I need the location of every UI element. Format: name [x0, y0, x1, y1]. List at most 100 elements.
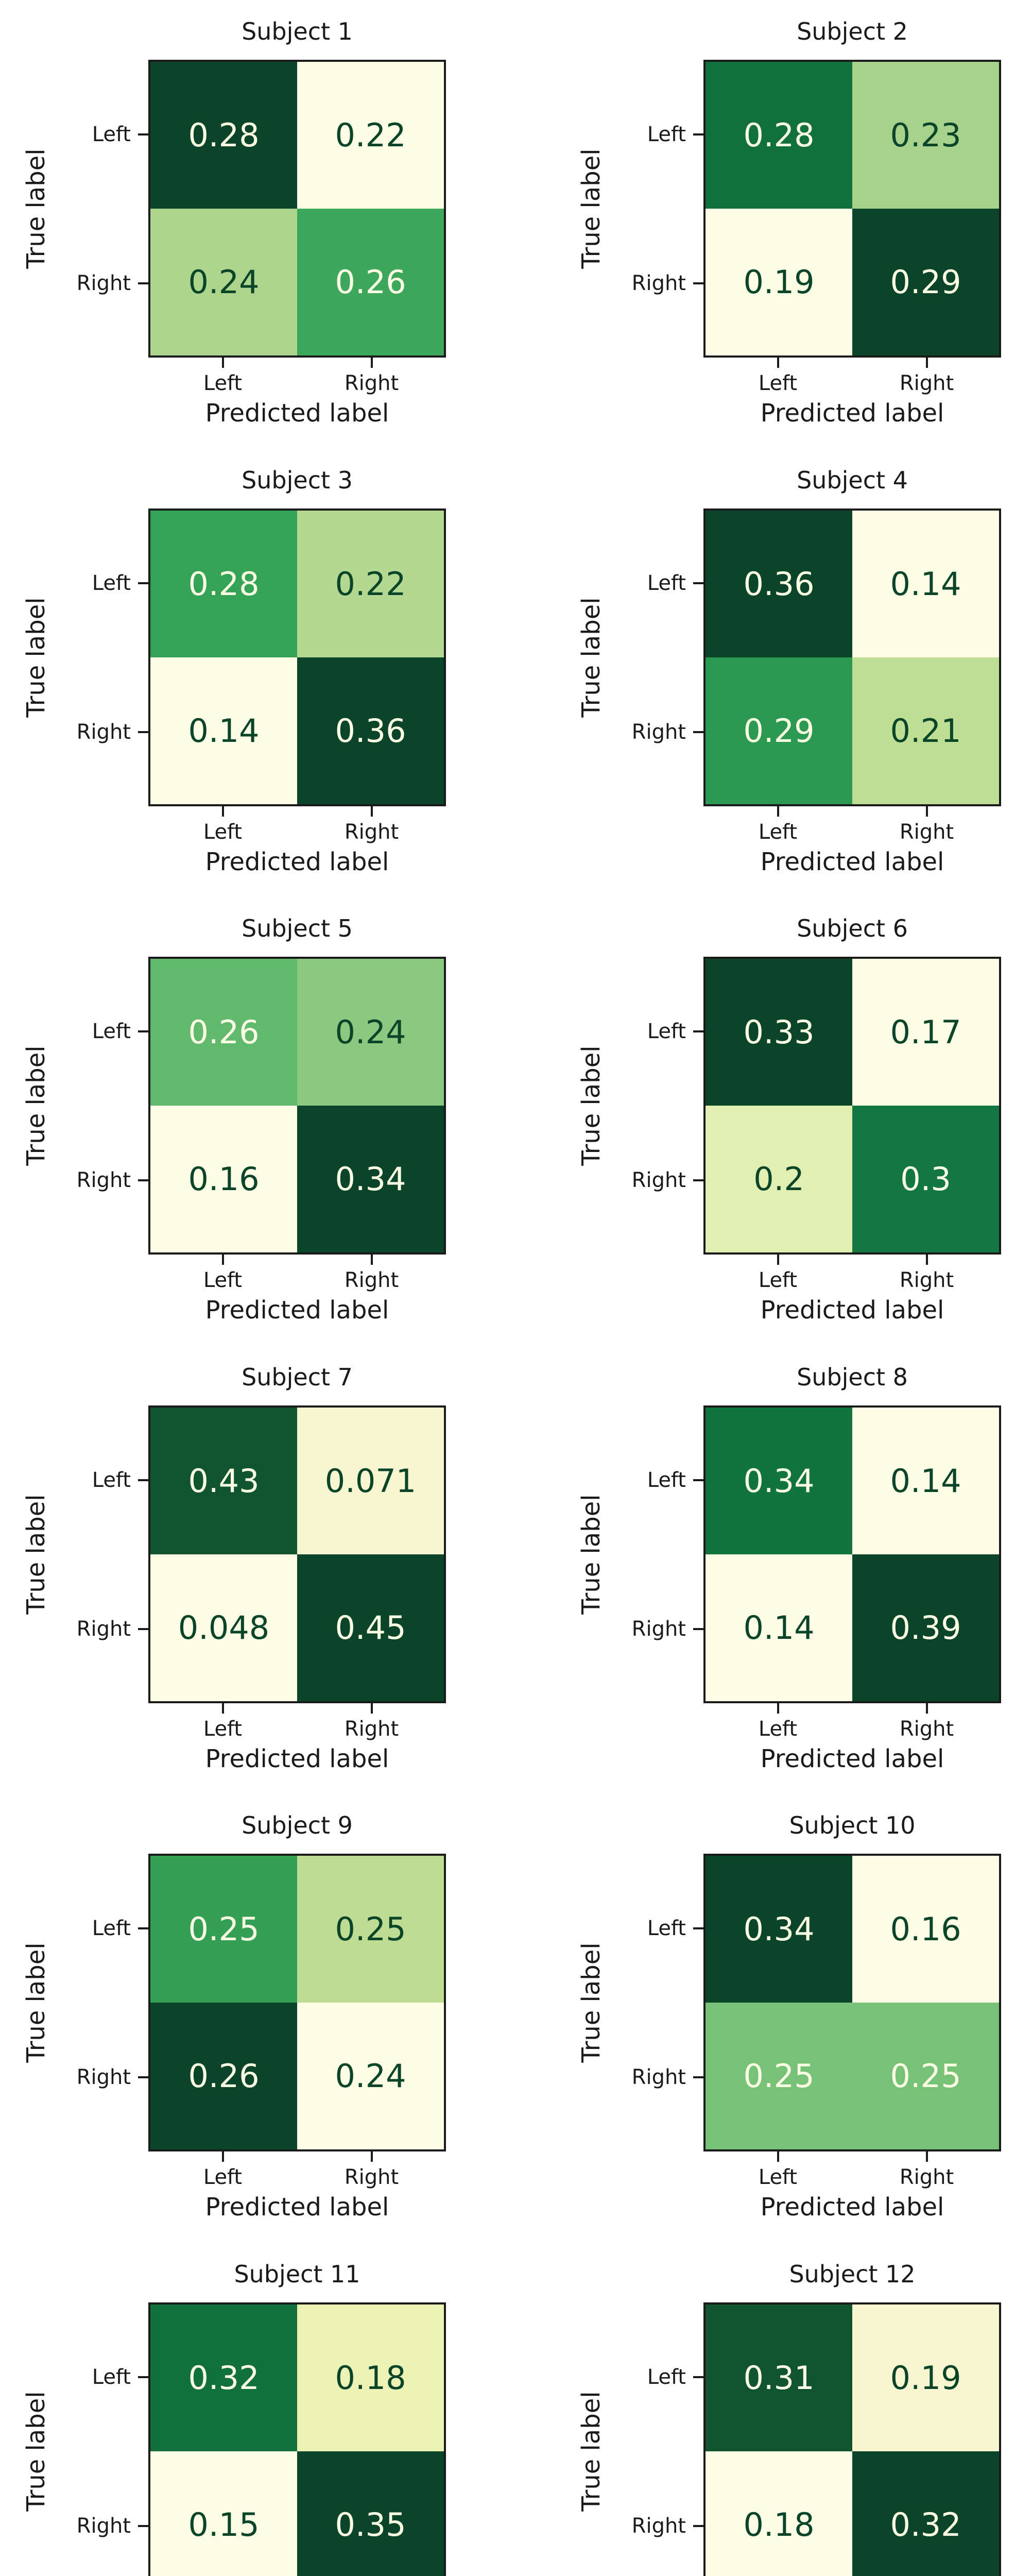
- cell-value: 0.24: [335, 2057, 406, 2095]
- cell-value: 0.25: [890, 2057, 961, 2095]
- plot-title: Subject 1: [242, 18, 353, 45]
- y-tick-label-left: Left: [647, 1019, 686, 1043]
- x-tick-mark: [221, 2151, 224, 2162]
- cell-value: 0.26: [188, 2057, 260, 2095]
- plot-title: Subject 12: [789, 2260, 916, 2288]
- x-tick-mark: [221, 358, 224, 368]
- y-tick-mark: [693, 1628, 703, 1630]
- y-axis-label: True label: [577, 597, 606, 718]
- y-axis-label: True label: [577, 2391, 606, 2512]
- cell-value: 0.14: [890, 1462, 961, 1500]
- y-tick-mark: [138, 582, 148, 584]
- matrix-cell: 0.23: [852, 62, 999, 209]
- x-axis-label: Predicted label: [760, 399, 944, 428]
- x-tick-label-right: Right: [344, 1268, 399, 1292]
- cell-value: 0.14: [743, 1608, 815, 1647]
- x-axis-label: Predicted label: [205, 1296, 389, 1325]
- cell-value: 0.31: [743, 2359, 815, 2397]
- y-tick-mark: [693, 2376, 703, 2378]
- cell-value: 0.34: [743, 1910, 815, 1948]
- confusion-matrix: 0.28 0.22 0.24 0.26: [148, 60, 446, 358]
- y-tick-mark: [138, 1927, 148, 1929]
- y-tick-mark: [693, 1030, 703, 1032]
- matrix-cell: 0.36: [297, 657, 444, 804]
- cell-value: 0.071: [324, 1462, 417, 1500]
- x-tick-mark: [777, 806, 779, 817]
- x-tick-mark: [925, 1703, 928, 1714]
- x-tick-label-right: Right: [344, 820, 399, 844]
- matrix-cell: 0.34: [706, 1408, 852, 1554]
- y-tick-mark: [138, 2076, 148, 2078]
- y-tick-mark: [693, 2076, 703, 2078]
- y-tick-label-right: Right: [76, 1168, 131, 1192]
- y-tick-mark: [693, 582, 703, 584]
- subplot-subject-11: Subject 11 True label 0.32 0.18 0.15 0.35 Left…: [0, 2243, 516, 2576]
- y-tick-label-right: Right: [631, 1617, 686, 1641]
- y-tick-label-left: Left: [92, 2365, 131, 2389]
- x-tick-label-right: Right: [344, 371, 399, 395]
- x-tick-label-left: Left: [203, 371, 243, 395]
- x-tick-label-left: Left: [758, 1717, 798, 1741]
- y-axis-label: True label: [22, 1494, 50, 1615]
- y-tick-mark: [693, 1927, 703, 1929]
- confusion-matrix: 0.34 0.14 0.14 0.39: [703, 1405, 1001, 1703]
- y-tick-mark: [138, 133, 148, 135]
- matrix-cell: 0.21: [852, 657, 999, 804]
- x-tick-mark: [925, 2151, 928, 2162]
- cell-value: 0.29: [890, 263, 961, 301]
- cell-value: 0.25: [188, 1910, 260, 1948]
- x-tick-label-left: Left: [203, 2165, 243, 2189]
- subplot-subject-4: Subject 4 True label 0.36 0.14 0.29 0.21 Left R…: [555, 449, 1032, 897]
- x-tick-label-right: Right: [899, 371, 954, 395]
- cell-value: 0.18: [743, 2505, 815, 2544]
- cell-value: 0.2: [753, 1160, 804, 1198]
- x-tick-label-left: Left: [203, 820, 243, 844]
- cell-value: 0.16: [188, 1160, 260, 1198]
- matrix-cell: 0.19: [706, 209, 852, 355]
- matrix-cell: 0.15: [150, 2451, 297, 2576]
- x-tick-mark: [370, 1703, 373, 1714]
- matrix-cell: 0.32: [852, 2451, 999, 2576]
- y-axis-label: True label: [22, 148, 50, 269]
- x-tick-mark: [221, 1703, 224, 1714]
- matrix-cell: 0.25: [297, 1856, 444, 2003]
- confusion-matrix: 0.25 0.25 0.26 0.24: [148, 1854, 446, 2151]
- plot-title: Subject 8: [797, 1363, 908, 1391]
- plot-title: Subject 2: [797, 18, 908, 45]
- x-tick-label-right: Right: [899, 820, 954, 844]
- matrix-cell: 0.28: [150, 511, 297, 657]
- matrix-cell: 0.18: [297, 2304, 444, 2451]
- y-tick-mark: [693, 1179, 703, 1181]
- y-tick-mark: [138, 731, 148, 733]
- cell-value: 0.15: [188, 2505, 260, 2544]
- x-tick-label-right: Right: [344, 1717, 399, 1741]
- x-axis-label: Predicted label: [205, 399, 389, 428]
- cell-value: 0.25: [743, 2057, 815, 2095]
- x-tick-mark: [777, 358, 779, 368]
- cell-value: 0.16: [890, 1910, 961, 1948]
- matrix-cell: 0.25: [150, 1856, 297, 2003]
- y-axis-label: True label: [577, 1045, 606, 1166]
- cell-value: 0.32: [890, 2505, 961, 2544]
- cell-value: 0.26: [188, 1013, 260, 1051]
- confusion-matrix: 0.28 0.23 0.19 0.29: [703, 60, 1001, 358]
- x-axis-label: Predicted label: [760, 1296, 944, 1325]
- cell-value: 0.22: [335, 565, 406, 603]
- y-tick-label-left: Left: [647, 2365, 686, 2389]
- cell-value: 0.35: [335, 2505, 406, 2544]
- x-axis-label: Predicted label: [205, 1744, 389, 1773]
- matrix-cell: 0.26: [150, 2003, 297, 2149]
- y-tick-label-right: Right: [76, 720, 131, 744]
- confusion-matrix: 0.36 0.14 0.29 0.21: [703, 509, 1001, 806]
- y-tick-label-left: Left: [647, 1468, 686, 1492]
- y-tick-mark: [693, 731, 703, 733]
- y-axis-label: True label: [22, 1942, 50, 2063]
- matrix-cell: 0.25: [706, 2003, 852, 2149]
- matrix-cell: 0.18: [706, 2451, 852, 2576]
- matrix-cell: 0.25: [852, 2003, 999, 2149]
- y-tick-label-left: Left: [647, 1916, 686, 1940]
- cell-value: 0.18: [335, 2359, 406, 2397]
- matrix-cell: 0.34: [706, 1856, 852, 2003]
- matrix-cell: 0.22: [297, 511, 444, 657]
- cell-value: 0.28: [743, 116, 815, 154]
